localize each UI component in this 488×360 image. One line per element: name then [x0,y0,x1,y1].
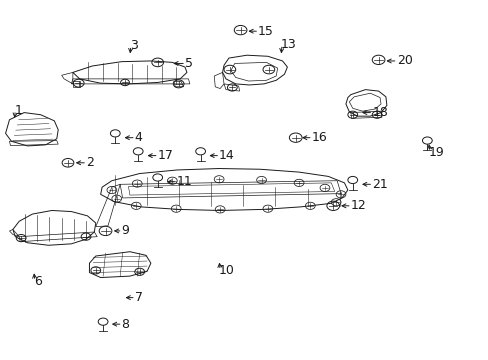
Text: 4: 4 [135,131,142,144]
Text: 20: 20 [396,54,412,67]
Text: 3: 3 [130,39,138,52]
Text: 15: 15 [258,25,273,38]
Text: 2: 2 [86,156,94,169]
Text: 8: 8 [122,318,129,331]
Text: 21: 21 [371,178,387,191]
Text: 1: 1 [14,104,22,117]
Text: 9: 9 [122,224,129,238]
Text: 5: 5 [184,57,193,70]
Text: 14: 14 [219,149,234,162]
Text: 19: 19 [428,145,444,158]
Text: 13: 13 [281,38,296,51]
Text: 18: 18 [371,106,387,119]
Text: 17: 17 [158,149,173,162]
Text: 16: 16 [311,131,327,144]
Text: 12: 12 [350,199,366,212]
Text: 7: 7 [135,291,142,304]
Text: 6: 6 [34,275,41,288]
Text: 10: 10 [219,264,235,277]
Text: 11: 11 [176,175,192,188]
